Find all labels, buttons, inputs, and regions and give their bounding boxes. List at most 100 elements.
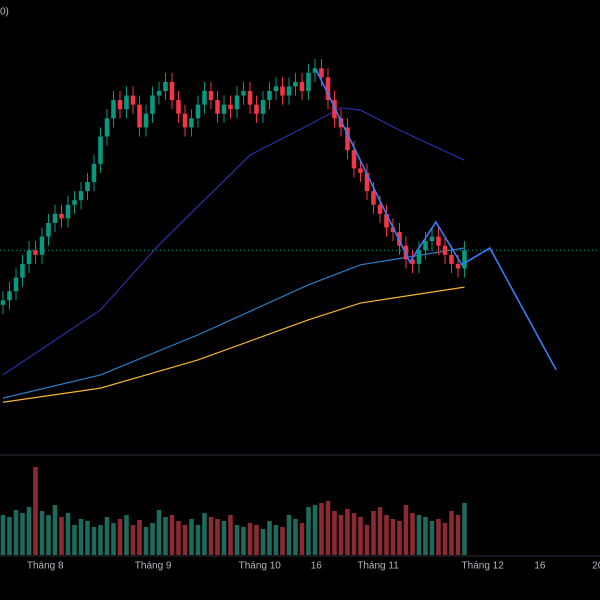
volume-bar: [208, 517, 214, 555]
volume-bar: [429, 521, 435, 555]
volume-bar: [377, 507, 383, 555]
candle-body: [78, 191, 84, 201]
volume-bar: [78, 519, 84, 555]
candle-body: [189, 118, 194, 128]
candle-body: [306, 72, 311, 91]
x-tick-label: 16: [311, 561, 323, 572]
volume-bar: [189, 519, 194, 555]
candle-body: [312, 68, 318, 73]
volume-bar: [390, 519, 396, 555]
volume-bar: [46, 515, 51, 555]
volume-bar: [293, 519, 298, 555]
candle-body: [299, 81, 305, 91]
drawing-line: [315, 69, 557, 371]
volume-bar: [403, 505, 409, 555]
volume-bar: [338, 515, 344, 555]
candle-body: [156, 91, 162, 96]
volume-bar: [169, 515, 175, 555]
candle-body: [260, 100, 266, 114]
candle-body: [137, 104, 142, 128]
candle-body: [371, 191, 376, 205]
candle-body: [273, 86, 279, 91]
candle-body: [111, 100, 116, 119]
volume-bar: [241, 527, 246, 555]
volume-bar: [52, 505, 58, 555]
candle-body: [0, 300, 6, 305]
moving-average-line: [2, 286, 465, 403]
volume-bar: [228, 515, 233, 555]
volume-bar: [260, 529, 266, 555]
x-tick-label: 20: [592, 561, 600, 572]
candle-body: [85, 182, 90, 192]
volume-bar: [286, 515, 292, 555]
candle-body: [39, 236, 45, 255]
volume-bar: [176, 521, 181, 555]
candle-body: [455, 263, 461, 269]
volume-bar: [98, 525, 103, 555]
candle-body: [280, 86, 285, 96]
candle-body: [338, 118, 344, 128]
volume-bar: [20, 513, 25, 555]
candle-body: [52, 213, 58, 223]
volume-bar: [117, 519, 123, 555]
candle-body: [72, 200, 77, 205]
candle-body: [26, 250, 32, 264]
candle-body: [124, 95, 129, 110]
volume-bar: [351, 513, 357, 555]
volume-bar: [150, 523, 155, 555]
volume-bar: [137, 520, 142, 555]
volume-bar: [39, 511, 45, 555]
volume-bar: [384, 515, 389, 555]
volume-bar: [423, 517, 428, 555]
candle-body: [241, 91, 246, 96]
volume-bar: [156, 510, 162, 555]
candle-body: [65, 204, 71, 219]
volume-bar: [124, 515, 129, 555]
volume-bar: [280, 527, 285, 555]
x-tick-label: 16: [534, 561, 546, 572]
candle-body: [423, 241, 428, 251]
moving-average-line: [2, 107, 465, 376]
volume-bar: [221, 521, 227, 555]
candle-body: [254, 104, 259, 114]
candle-body: [46, 222, 51, 237]
volume-bar: [449, 511, 454, 555]
volume-bar: [254, 525, 259, 555]
candle-body: [267, 91, 272, 101]
candle-body: [358, 168, 363, 173]
candle-body: [351, 150, 357, 169]
candle-body: [397, 232, 402, 246]
candle-body: [150, 95, 155, 114]
volume-bar: [312, 505, 318, 555]
volume-bar: [247, 523, 253, 555]
candle-body: [143, 113, 149, 128]
moving-average-line: [2, 247, 465, 399]
volume-bar: [397, 521, 402, 555]
candle-body: [293, 81, 298, 87]
volume-bar: [104, 517, 110, 555]
candle-body: [215, 100, 220, 114]
volume-bar: [111, 523, 116, 555]
volume-bar: [462, 503, 467, 555]
chart-title: 0): [0, 7, 9, 18]
candle-body: [20, 263, 25, 278]
volume-bar: [325, 501, 331, 555]
x-tick-label: Tháng 8: [27, 561, 64, 572]
candle-body: [377, 204, 383, 214]
candle-body: [364, 172, 370, 192]
volume-bar: [33, 467, 38, 555]
x-tick-label: Tháng 10: [239, 561, 282, 572]
volume-bar: [345, 509, 350, 555]
candle-body: [384, 213, 389, 228]
candle-body: [345, 127, 350, 151]
volume-bar: [59, 517, 64, 555]
volume-bar: [0, 515, 6, 555]
volume-bar: [195, 525, 201, 555]
volume-bar: [13, 510, 19, 555]
x-tick-label: Tháng 12: [462, 561, 505, 572]
candle-body: [176, 100, 181, 114]
volume-bar: [416, 515, 422, 555]
volume-bar: [215, 519, 220, 555]
candle-body: [228, 104, 233, 110]
